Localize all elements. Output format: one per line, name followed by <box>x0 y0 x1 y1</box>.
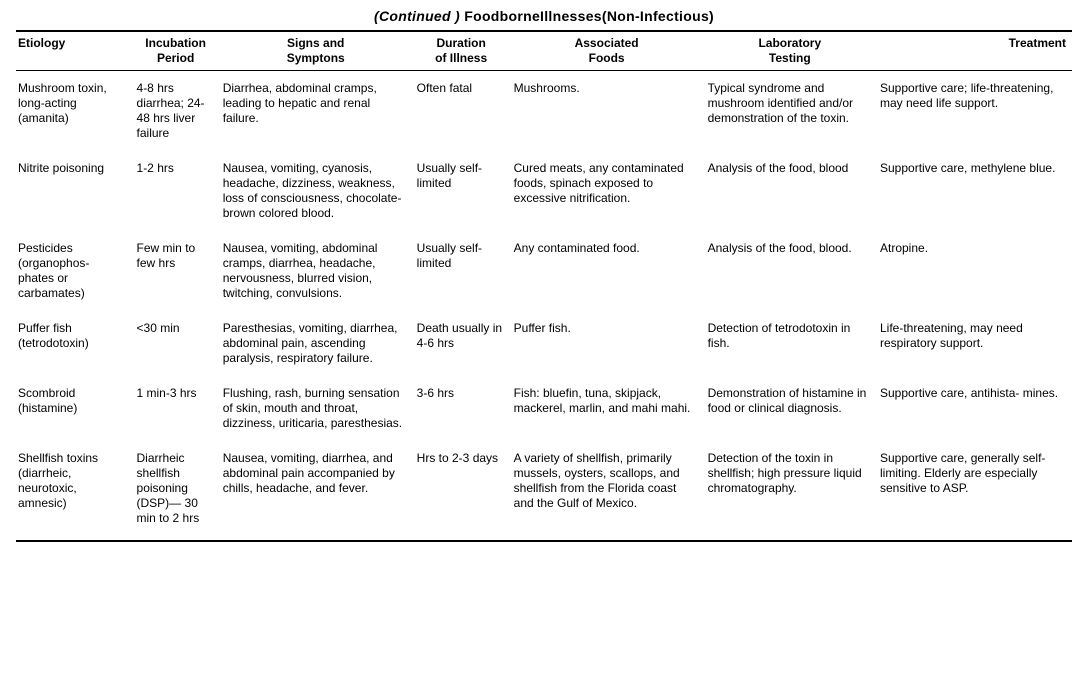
cell-duration: Hrs to 2-3 days <box>415 441 512 536</box>
cell-duration: Usually self-limited <box>415 231 512 311</box>
cell-foods: Any contaminated food. <box>512 231 706 311</box>
cell-signs: Nausea, vomiting, diarrhea, and abdomina… <box>221 441 415 536</box>
col-signs: Signs and Symptons <box>221 32 415 71</box>
cell-signs: Nausea, vomiting, cyanosis, headache, di… <box>221 151 415 231</box>
col-line2: Period <box>137 51 215 66</box>
cell-signs: Paresthesias, vomiting, diarrhea, abdomi… <box>221 311 415 376</box>
cell-duration: Death usually in 4-6 hrs <box>415 311 512 376</box>
cell-l: Analysis of the food, blood <box>706 151 878 231</box>
col-incubation: Incubation Period <box>135 32 221 71</box>
col-line2: Etiology <box>18 36 129 51</box>
table-row: Mushroom toxin, long-acting (amanita) 4-… <box>16 71 1072 152</box>
table-row: Shellfish toxins (diarrheic, neurotoxic,… <box>16 441 1072 536</box>
table-title: (Continued ) FoodborneIllnesses(Non-Infe… <box>16 8 1072 28</box>
title-main: FoodborneIllnesses(Non-Infectious) <box>464 8 714 24</box>
cell-signs: Diarrhea, abdominal cramps, leading to h… <box>221 71 415 152</box>
cell-incubation: 4-8 hrs diarrhea; 24-48 hrs liver failur… <box>135 71 221 152</box>
cell-incubation: <30 min <box>135 311 221 376</box>
cell-treatment: Supportive care, generally self-limiting… <box>878 441 1072 536</box>
cell-duration: Often fatal <box>415 71 512 152</box>
illness-table: Etiology Incubation Period Signs and Sym… <box>16 32 1072 536</box>
cell-foods: A variety of shellfish, primarily mussel… <box>512 441 706 536</box>
cell-treatment: Supportive care; life-threatening, may n… <box>878 71 1072 152</box>
title-continued: (Continued ) <box>374 8 460 24</box>
col-line1: Duration <box>417 36 506 51</box>
col-treatment: Treatment <box>878 32 1072 71</box>
col-line1: Signs and <box>223 36 409 51</box>
cell-incubation: Diarrheic shellfish poisoning (DSP)— 30 … <box>135 441 221 536</box>
col-duration: Duration of Illness <box>415 32 512 71</box>
table-row: Scombroid (histamine) 1 min-3 hrs Flushi… <box>16 376 1072 441</box>
col-foods: Associated Foods <box>512 32 706 71</box>
cell-lab: Typical syndrome and mushroom identified… <box>706 71 878 152</box>
table-header: Etiology Incubation Period Signs and Sym… <box>16 32 1072 71</box>
cell-etiology: Shellfish toxins (diarrheic, neurotoxic,… <box>16 441 135 536</box>
col-etiology: Etiology <box>16 32 135 71</box>
cell-treatment: Supportive care, antihista- mines. <box>878 376 1072 441</box>
col-line1: Associated <box>514 36 700 51</box>
rule-bottom <box>16 540 1072 542</box>
col-line2: Treatment <box>880 36 1066 51</box>
col-line2: Symptons <box>223 51 409 66</box>
table-body: Mushroom toxin, long-acting (amanita) 4-… <box>16 71 1072 537</box>
cell-etiology: Nitrite poisoning <box>16 151 135 231</box>
cell-foods: Fish: bluefin, tuna, skipjack, mackerel,… <box>512 376 706 441</box>
cell-lab: Detection of tetrodotoxin in fish. <box>706 311 878 376</box>
cell-foods: Cured meats, any contaminated foods, spi… <box>512 151 706 231</box>
col-line2: of Illness <box>417 51 506 66</box>
cell-signs: Nausea, vomiting, abdominal cramps, diar… <box>221 231 415 311</box>
cell-signs: Flushing, rash, burning sensation of ski… <box>221 376 415 441</box>
cell-foods: Mushrooms. <box>512 71 706 152</box>
cell-incubation: 1 min-3 hrs <box>135 376 221 441</box>
col-line1: Laboratory <box>708 36 872 51</box>
cell-lab: Demonstration of histamine in food or cl… <box>706 376 878 441</box>
cell-etiology: Mushroom toxin, long-acting (amanita) <box>16 71 135 152</box>
cell-incubation: 1-2 hrs <box>135 151 221 231</box>
cell-treatment: Supportive care, methylene blue. <box>878 151 1072 231</box>
col-line2: Testing <box>708 51 872 66</box>
col-line2: Foods <box>514 51 700 66</box>
cell-incubation: Few min to few hrs <box>135 231 221 311</box>
cell-lab: Analysis of the food, blood. <box>706 231 878 311</box>
col-lab: Laboratory Testing <box>706 32 878 71</box>
col-line1: Incubation <box>137 36 215 51</box>
cell-etiology: Scombroid (histamine) <box>16 376 135 441</box>
cell-etiology: Pesticides (organophos- phates or carbam… <box>16 231 135 311</box>
cell-duration: Usually self-limited <box>415 151 512 231</box>
table-row: Pesticides (organophos- phates or carbam… <box>16 231 1072 311</box>
table-row: Puffer fish (tetrodotoxin) <30 min Pares… <box>16 311 1072 376</box>
table-row: Nitrite poisoning 1-2 hrs Nausea, vomiti… <box>16 151 1072 231</box>
cell-lab: Detection of the toxin in shellfish; hig… <box>706 441 878 536</box>
cell-treatment: Life-threatening, may need respiratory s… <box>878 311 1072 376</box>
cell-treatment: Atropine. <box>878 231 1072 311</box>
cell-foods: Puffer fish. <box>512 311 706 376</box>
page: (Continued ) FoodborneIllnesses(Non-Infe… <box>0 0 1088 558</box>
cell-etiology: Puffer fish (tetrodotoxin) <box>16 311 135 376</box>
cell-duration: 3-6 hrs <box>415 376 512 441</box>
